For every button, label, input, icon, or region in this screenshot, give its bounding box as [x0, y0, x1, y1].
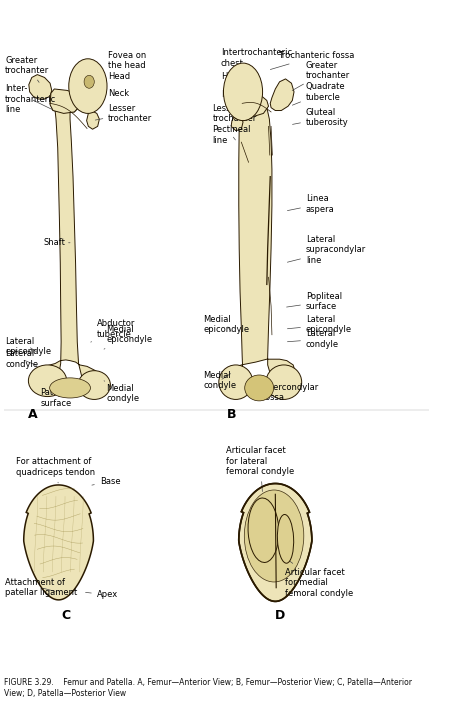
Text: Lesser
trochanter: Lesser trochanter [95, 104, 153, 123]
Text: Head: Head [96, 71, 130, 90]
Text: Inter-
trochanteric
line: Inter- trochanteric line [5, 84, 56, 114]
Text: A: A [28, 408, 38, 421]
Ellipse shape [50, 378, 91, 398]
Polygon shape [24, 485, 93, 600]
Text: Attachment of
patellar ligament: Attachment of patellar ligament [5, 578, 77, 598]
Text: Patellar
surface: Patellar surface [40, 388, 72, 408]
Text: FIGURE 3.29.    Femur and Patella. A, Femur—Anterior View; B, Femur—Posterior Vi: FIGURE 3.29. Femur and Patella. A, Femur… [4, 678, 412, 698]
Text: Greater
trochanter: Greater trochanter [292, 60, 350, 90]
Text: For attachment of
quadriceps tendon: For attachment of quadriceps tendon [16, 457, 95, 483]
Ellipse shape [244, 490, 304, 582]
Ellipse shape [245, 375, 273, 401]
Text: Intertrochanteric
chest: Intertrochanteric chest [221, 49, 292, 72]
Polygon shape [239, 483, 312, 601]
Ellipse shape [69, 59, 107, 113]
Text: Medial
condyle: Medial condyle [104, 381, 139, 403]
Polygon shape [87, 111, 100, 129]
Polygon shape [239, 90, 269, 116]
Text: D: D [274, 609, 285, 622]
Text: B: B [227, 408, 237, 421]
Ellipse shape [84, 76, 94, 88]
Text: Lateral
epicondyle: Lateral epicondyle [287, 315, 352, 334]
Text: Neck: Neck [90, 89, 129, 103]
Text: Apex: Apex [85, 590, 118, 599]
Ellipse shape [248, 498, 279, 563]
Text: Fovea on
the head: Fovea on the head [95, 50, 146, 78]
Polygon shape [225, 99, 295, 394]
Text: Trochanteric fossa: Trochanteric fossa [270, 52, 355, 70]
Ellipse shape [78, 371, 110, 399]
Text: Articular facet
for medial
femoral condyle: Articular facet for medial femoral condy… [285, 561, 353, 598]
Text: Medial
epicondyle: Medial epicondyle [104, 325, 152, 349]
Text: C: C [61, 609, 70, 622]
Ellipse shape [223, 63, 263, 121]
Text: Lateral
condyle: Lateral condyle [287, 329, 339, 349]
Text: Lateral
supracondylar
line: Lateral supracondylar line [287, 235, 366, 265]
Polygon shape [29, 75, 52, 99]
Ellipse shape [28, 365, 67, 396]
Polygon shape [50, 89, 80, 113]
Polygon shape [270, 79, 294, 111]
Ellipse shape [219, 365, 253, 399]
Text: Neck: Neck [221, 90, 242, 103]
Text: Pectineal
line: Pectineal line [212, 125, 251, 145]
Text: Shaft: Shaft [44, 238, 70, 247]
Text: Intercondylar
fossa: Intercondylar fossa [259, 382, 319, 402]
Text: Gluteal
tuberosity: Gluteal tuberosity [292, 108, 349, 127]
Text: Popliteal
surface: Popliteal surface [287, 292, 342, 311]
Text: Abductor
tubercle: Abductor tubercle [91, 319, 135, 342]
Ellipse shape [266, 365, 301, 399]
Text: Medial
condyle: Medial condyle [203, 371, 236, 390]
Text: Lateral
epicondyle: Lateral epicondyle [5, 337, 51, 356]
Text: Quadrate
tubercle: Quadrate tubercle [292, 82, 346, 105]
Text: Medial
epicondyle: Medial epicondyle [203, 315, 249, 334]
Text: Head: Head [221, 71, 243, 89]
Ellipse shape [277, 515, 294, 563]
Text: Linea
aspera: Linea aspera [287, 194, 335, 214]
Polygon shape [231, 116, 243, 131]
Polygon shape [37, 96, 103, 394]
Text: Base: Base [92, 477, 120, 486]
Text: Lesser
trochanter: Lesser trochanter [212, 104, 257, 123]
Text: Lateral
condyle: Lateral condyle [5, 350, 38, 369]
Text: Greater
trochanter: Greater trochanter [5, 55, 49, 82]
Text: Articular facet
for lateral
femoral condyle: Articular facet for lateral femoral cond… [226, 446, 294, 491]
